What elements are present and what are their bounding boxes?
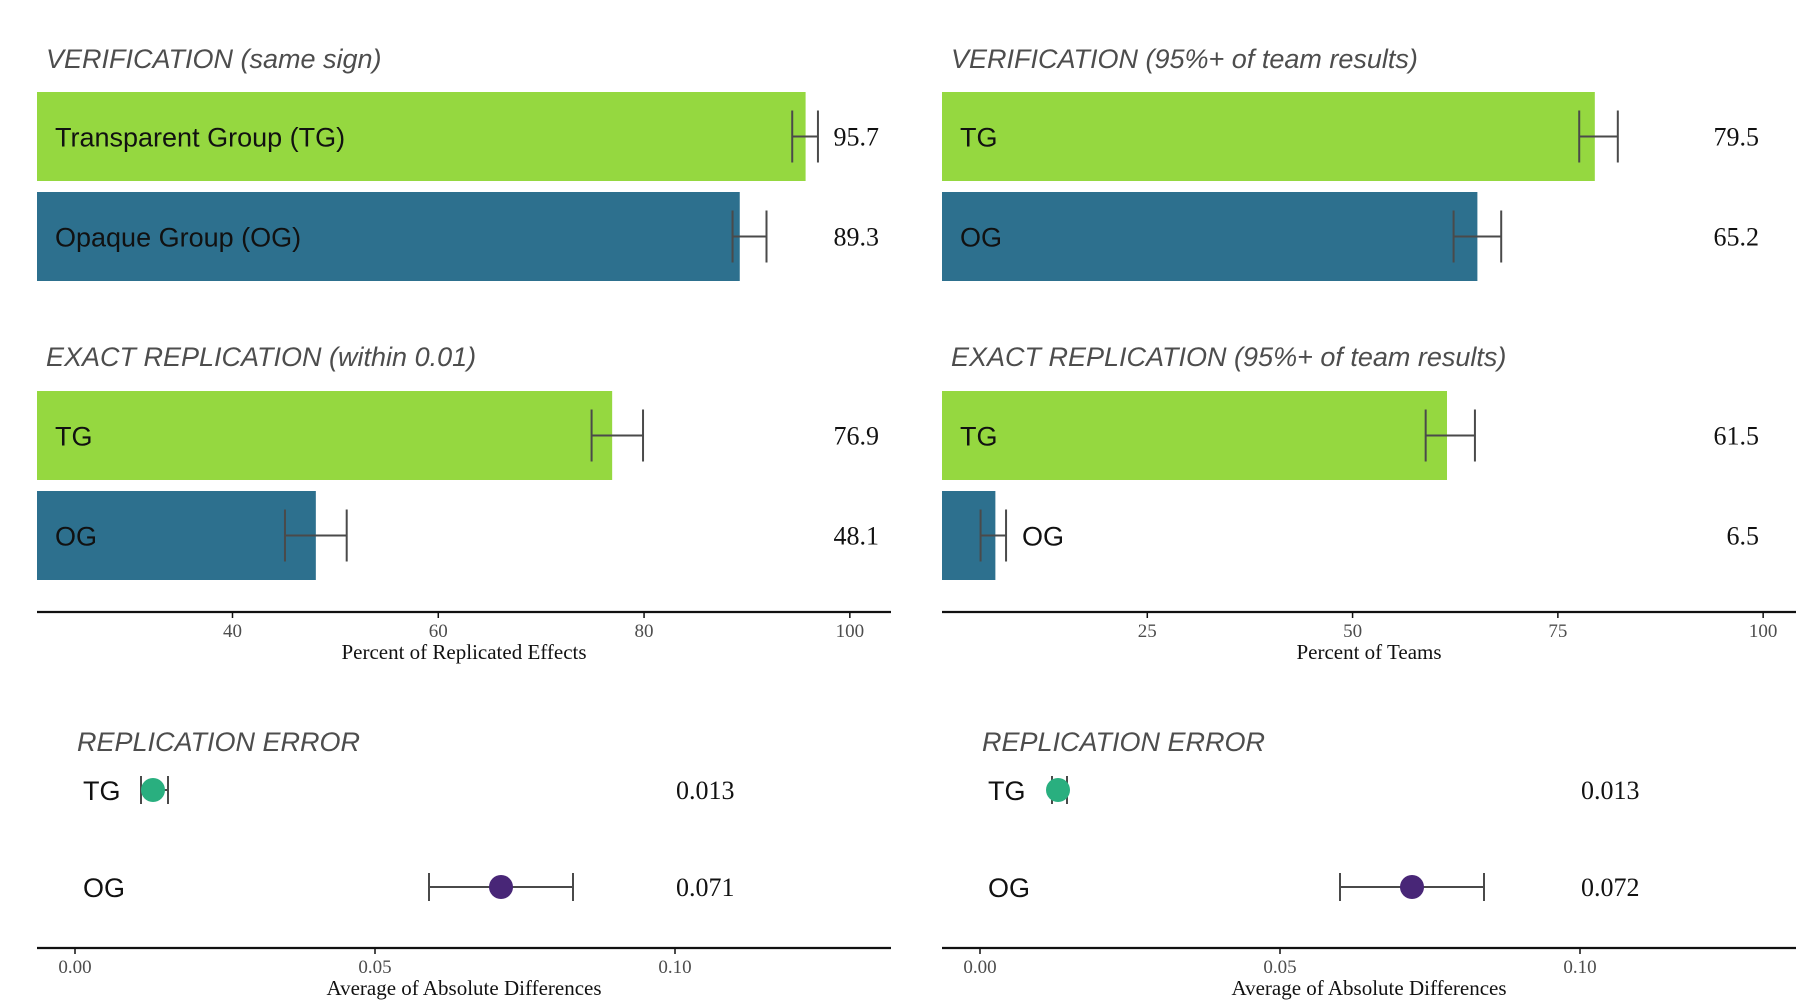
tick-label: 80 bbox=[635, 621, 654, 642]
data-label: 0.071 bbox=[676, 873, 735, 902]
tick-label: 0.05 bbox=[358, 957, 391, 978]
tick-label: 0.10 bbox=[658, 957, 691, 978]
panel-title: VERIFICATION (same sign) bbox=[46, 44, 382, 74]
panel-title: VERIFICATION (95%+ of team results) bbox=[951, 44, 1418, 74]
tick-label: 25 bbox=[1138, 621, 1157, 642]
bar-category-label: Transparent Group (TG) bbox=[55, 123, 345, 153]
x-axis: 0.00 0.05 0.10 Average of Absolute Differen… bbox=[942, 946, 1796, 1000]
bar-panel-1: EXACT REPLICATION (within 0.01) TG 76.9 OG 4… bbox=[37, 342, 879, 580]
data-point bbox=[489, 875, 513, 899]
tick-label: 0.10 bbox=[1563, 957, 1596, 978]
data-label: 65.2 bbox=[1714, 223, 1760, 252]
bar-category-label: TG bbox=[960, 123, 998, 153]
bar bbox=[37, 391, 613, 480]
bar bbox=[942, 391, 1448, 480]
bar-category-label: Opaque Group (OG) bbox=[55, 223, 301, 253]
tick-label: 0.05 bbox=[1263, 957, 1296, 978]
bar-category-label: OG bbox=[960, 223, 1002, 253]
panel-title: EXACT REPLICATION (within 0.01) bbox=[46, 342, 476, 372]
axis-title: Percent of Replicated Effects bbox=[341, 640, 586, 664]
data-label: 76.9 bbox=[834, 422, 880, 451]
bar-panel-3: EXACT REPLICATION (95%+ of team results)… bbox=[942, 342, 1759, 580]
tick-label: 100 bbox=[836, 621, 865, 642]
panel-title: EXACT REPLICATION (95%+ of team results) bbox=[951, 342, 1506, 372]
point-category-label: OG bbox=[83, 873, 125, 903]
panel-title: REPLICATION ERROR bbox=[982, 727, 1265, 757]
bar bbox=[37, 491, 316, 580]
bar bbox=[942, 92, 1595, 181]
data-label: 0.072 bbox=[1581, 873, 1640, 902]
data-label: 89.3 bbox=[834, 223, 880, 252]
data-label: 0.013 bbox=[676, 776, 735, 805]
axis-title: Percent of Teams bbox=[1296, 640, 1441, 664]
data-point bbox=[1046, 778, 1070, 802]
data-label: 95.7 bbox=[834, 123, 880, 152]
x-axis-right: 25 50 75 100 Percent of Teams bbox=[942, 610, 1796, 664]
axis-title: Average of Absolute Differences bbox=[326, 976, 601, 1000]
data-label: 0.013 bbox=[1581, 776, 1640, 805]
data-label: 6.5 bbox=[1727, 522, 1760, 551]
tick-label: 0.00 bbox=[58, 957, 91, 978]
tick-label: 60 bbox=[429, 621, 448, 642]
tick-label: 75 bbox=[1548, 621, 1567, 642]
data-label: 48.1 bbox=[834, 522, 880, 551]
tick-label: 50 bbox=[1343, 621, 1362, 642]
bar bbox=[37, 92, 806, 181]
data-label: 61.5 bbox=[1714, 422, 1760, 451]
data-point bbox=[141, 778, 165, 802]
bar bbox=[942, 192, 1478, 281]
tick-label: 100 bbox=[1749, 621, 1778, 642]
bar-category-label: TG bbox=[55, 422, 93, 452]
x-axis: 0.00 0.05 0.10 Average of Absolute Differen… bbox=[37, 946, 891, 1000]
tick-label: 0.00 bbox=[963, 957, 996, 978]
point-category-label: OG bbox=[988, 873, 1030, 903]
tick-label: 40 bbox=[223, 621, 242, 642]
data-label: 79.5 bbox=[1714, 123, 1760, 152]
bar-category-label: TG bbox=[960, 422, 998, 452]
bar bbox=[37, 192, 740, 281]
bar-category-label: OG bbox=[1022, 522, 1064, 552]
point-category-label: TG bbox=[988, 776, 1026, 806]
point-category-label: TG bbox=[83, 776, 121, 806]
bar-category-label: OG bbox=[55, 522, 97, 552]
panel-title: REPLICATION ERROR bbox=[77, 727, 360, 757]
data-point bbox=[1400, 875, 1424, 899]
bar-panel-0: VERIFICATION (same sign) Transparent Grou… bbox=[37, 44, 879, 281]
x-axis-left: 40 60 80 100 Percent of Replicated Effects bbox=[37, 610, 891, 664]
axis-title: Average of Absolute Differences bbox=[1231, 976, 1506, 1000]
bar-panel-2: VERIFICATION (95%+ of team results) TG 79.… bbox=[942, 44, 1759, 281]
